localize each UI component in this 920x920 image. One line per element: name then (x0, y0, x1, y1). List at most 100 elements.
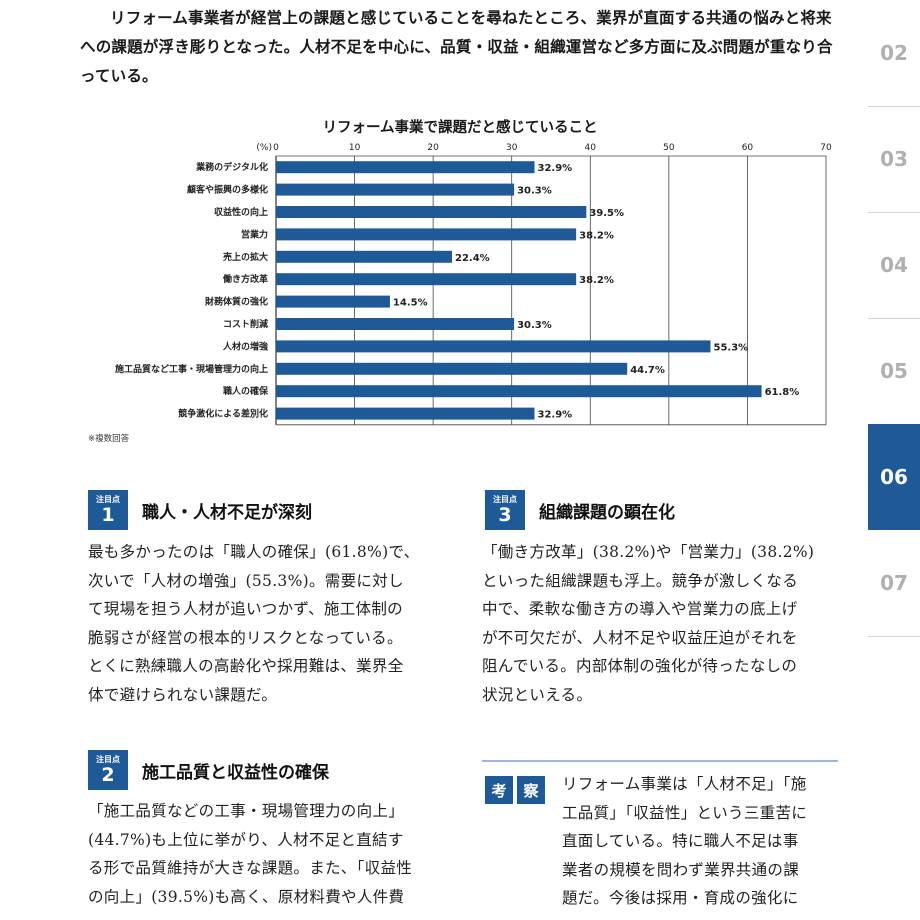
x-tick-label: 40 (585, 143, 597, 153)
section-2-text-line: の向上」(39.5%)も高く、原材料費や人件費 (88, 887, 405, 906)
section-3-badge-label: 注目点 (493, 494, 517, 504)
section-2-badge: 注目点 2 (88, 750, 128, 790)
section-3-text-line: が不可欠だが、人材不足や収益圧迫がそれを (482, 628, 798, 647)
data-label: 39.5% (589, 208, 624, 219)
chapter-nav-item-06[interactable]: 06 (868, 424, 920, 530)
bar (276, 228, 577, 241)
intro-paragraph: リフォーム事業者が経営上の課題と感じていることを尋ねたところ、業界が直面する共通… (80, 9, 833, 85)
kousatsu-text-line: 題だ。今後は採用・育成の強化に (562, 889, 799, 908)
bar (276, 407, 535, 420)
section-3-text-line: 状況といえる。 (482, 685, 593, 704)
x-tick-label: 30 (506, 143, 518, 153)
chart-title: リフォーム事業で課題だと感じていること (322, 120, 598, 136)
chapter-nav-divider (868, 212, 920, 213)
category-label: 営業力 (241, 228, 268, 240)
kousatsu-text-line: 業者の規模を問わず業界共通の課 (562, 860, 800, 879)
bar (276, 250, 452, 263)
section-2-header: 注目点 2 施工品質と収益性の確保 (88, 750, 329, 790)
data-label: 30.3% (517, 320, 552, 331)
data-label: 61.8% (765, 387, 800, 398)
chapter-nav-item-04[interactable]: 04 (880, 253, 908, 277)
section-2-text-line: 「施工品質などの工事・現場管理力の向上」 (88, 802, 405, 820)
chart-note: ※複数回答 (88, 434, 130, 444)
kousatsu-badge-1: 考 (485, 776, 513, 804)
data-label: 55.3% (714, 342, 749, 353)
x-tick-label: 70 (820, 143, 832, 153)
kousatsu-text-line: 直面している。特に職人不足は事 (562, 832, 799, 851)
section-3-badge-number: 3 (498, 503, 512, 526)
chapter-nav-divider (868, 106, 920, 107)
section-1-header: 注目点 1 職人・人材不足が深刻 (88, 490, 312, 530)
kousatsu-body: リフォーム事業は「人材不足」「施 工品質」「収益性」という三重苦に 直面している。特… (562, 770, 862, 913)
bar-chart: (%) 0 10 20 30 40 50 60 70 業務のデジタル化 32.9% 顧客や振興の多様化… (115, 143, 832, 426)
axis-unit-label: (%) (256, 143, 272, 153)
section-1-title: 職人・人材不足が深刻 (142, 502, 312, 523)
section-3-text-line: といった組織課題も浮上。競争が激しくなる (482, 571, 799, 590)
chapter-nav-divider (868, 318, 920, 319)
category-label: 働き方改革 (222, 273, 268, 285)
section-2-title: 施工品質と収益性の確保 (142, 762, 329, 783)
x-tick-label: 50 (663, 143, 675, 153)
bar (276, 183, 515, 196)
bar (276, 318, 515, 330)
bar (276, 161, 535, 174)
bar (276, 340, 711, 353)
section-3-text-line: 「働き方改革」(38.2%)や「営業力」(38.2%) (482, 543, 815, 561)
kousatsu-divider (482, 760, 838, 762)
section-2-badge-label: 注目点 (96, 754, 120, 764)
section-3-header: 注目点 3 組織課題の顕在化 (485, 490, 675, 530)
data-label: 38.2% (579, 275, 614, 286)
kousatsu-badges: 考 察 (485, 776, 545, 804)
kousatsu-badge-2: 察 (517, 776, 545, 804)
chapter-nav-divider (868, 636, 920, 637)
bar (276, 385, 762, 398)
section-1-text-line: 最も多かったのは「職人の確保」(61.8%)で、 (88, 543, 420, 561)
category-label: 競争激化による差別化 (178, 408, 268, 420)
section-1-text-line: 脆弱さが経営の根本的リスクとなっている。 (88, 628, 403, 647)
data-label: 14.5% (393, 298, 428, 309)
section-1-badge: 注目点 1 (88, 490, 128, 530)
data-label: 38.2% (579, 230, 614, 241)
data-label: 44.7% (630, 365, 665, 376)
section-1-text-line: 体で避けられない課題だ。 (88, 685, 278, 704)
section-1-text-line: とくに熟練職人の高齢化や採用難は、業界全 (88, 657, 404, 676)
data-label: 30.3% (517, 186, 552, 197)
bar (276, 273, 577, 286)
chapter-nav-item-07[interactable]: 07 (880, 571, 908, 595)
x-tick-label: 0 (273, 143, 279, 153)
section-3-text-line: 中で、柔軟な働き方の導入や営業力の底上げ (482, 600, 798, 619)
bar (276, 295, 390, 308)
kousatsu-text-line: リフォーム事業は「人材不足」「施 (562, 775, 807, 793)
data-label: 32.9% (538, 163, 573, 174)
chapter-nav-item-02[interactable]: 02 (880, 41, 908, 65)
section-2-body: 「施工品質などの工事・現場管理力の向上」 (44.7%)も上位に挙がり、人材不足と… (88, 797, 458, 911)
section-1-body: 最も多かったのは「職人の確保」(61.8%)で、 次いで「人材の増強」(55.3%… (88, 538, 458, 710)
category-label: コスト削減 (223, 318, 268, 330)
x-tick-label: 60 (742, 143, 754, 153)
bar (276, 362, 628, 375)
bar (276, 206, 587, 218)
section-2-badge-number: 2 (101, 763, 115, 786)
category-label: 財務体質の強化 (204, 296, 268, 308)
category-label: 顧客や振興の多様化 (187, 184, 268, 196)
section-3-text-line: 阻んでいる。内部体制の強化が待ったなしの (482, 657, 798, 676)
section-1-badge-number: 1 (101, 503, 115, 526)
section-1-badge-label: 注目点 (96, 494, 120, 504)
section-1-text-line: て現場を担う人材が追いつかず、施工体制の (88, 600, 403, 619)
kousatsu-text-line: 工品質」「収益性」という三重苦に (562, 803, 808, 822)
section-3-title: 組織課題の顕在化 (539, 502, 675, 523)
chapter-nav-item-05[interactable]: 05 (880, 359, 908, 383)
section-3-badge: 注目点 3 (485, 490, 525, 530)
section-2-text-line: (44.7%)も上位に挙がり、人材不足と直結す (88, 830, 404, 849)
category-label: 施工品質など工事・現場管理力の向上 (115, 363, 268, 375)
x-tick-label: 20 (427, 143, 439, 153)
category-label: 人材の増強 (222, 340, 268, 352)
data-label: 22.4% (455, 253, 490, 264)
section-1-text-line: 次いで「人材の増強」(55.3%)。需要に対し (88, 571, 404, 590)
chapter-nav-item-03[interactable]: 03 (880, 147, 908, 171)
section-3-body: 「働き方改革」(38.2%)や「営業力」(38.2%) といった組織課題も浮上。競… (482, 538, 852, 710)
chapter-nav: 02 03 04 05 06 07 (868, 0, 920, 920)
x-tick-label: 10 (349, 143, 361, 153)
category-label: 収益性の向上 (214, 206, 268, 218)
data-label: 32.9% (538, 410, 573, 421)
